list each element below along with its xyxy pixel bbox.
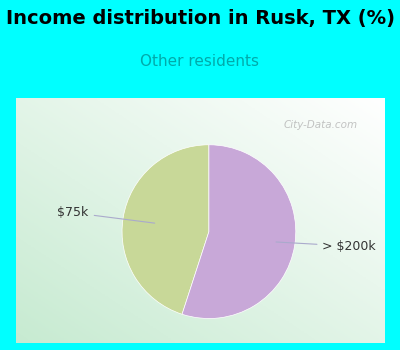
Text: > $200k: > $200k <box>276 240 376 253</box>
Text: $75k: $75k <box>58 206 155 223</box>
Text: Income distribution in Rusk, TX (%): Income distribution in Rusk, TX (%) <box>6 9 394 28</box>
Wedge shape <box>122 145 209 314</box>
Text: Other residents: Other residents <box>140 54 260 69</box>
Wedge shape <box>182 145 296 318</box>
Text: City-Data.com: City-Data.com <box>284 120 358 130</box>
